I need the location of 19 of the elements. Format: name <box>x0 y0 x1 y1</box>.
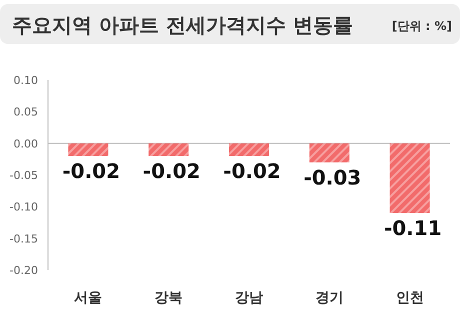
y-tick-label: 0.05 <box>14 106 38 119</box>
x-tick-label: 인천 <box>396 290 424 306</box>
chart-title: 주요지역 아파트 전세가격지수 변동률 <box>12 13 353 37</box>
x-tick-label: 경기 <box>315 290 344 306</box>
text: [단위 : %] <box>392 19 452 33</box>
y-tick-label: -0.05 <box>10 169 38 182</box>
data-label: -0.11 <box>384 216 442 240</box>
data-label: -0.03 <box>304 165 362 190</box>
y-tick-label: 0.10 <box>14 74 38 87</box>
y-tick-label: 0.00 <box>14 137 38 150</box>
data-label: -0.02 <box>62 159 120 183</box>
y-tick-label: -0.10 <box>10 200 38 214</box>
x-tick-label: 강남 <box>235 290 263 306</box>
y-tick-label: -0.20 <box>10 264 38 277</box>
y-tick-label: -0.15 <box>10 232 38 246</box>
data-label: -0.02 <box>142 159 200 183</box>
x-tick-label: 서울 <box>74 290 102 306</box>
x-tick-label: 강북 <box>154 290 183 306</box>
data-label: -0.02 <box>223 159 281 183</box>
